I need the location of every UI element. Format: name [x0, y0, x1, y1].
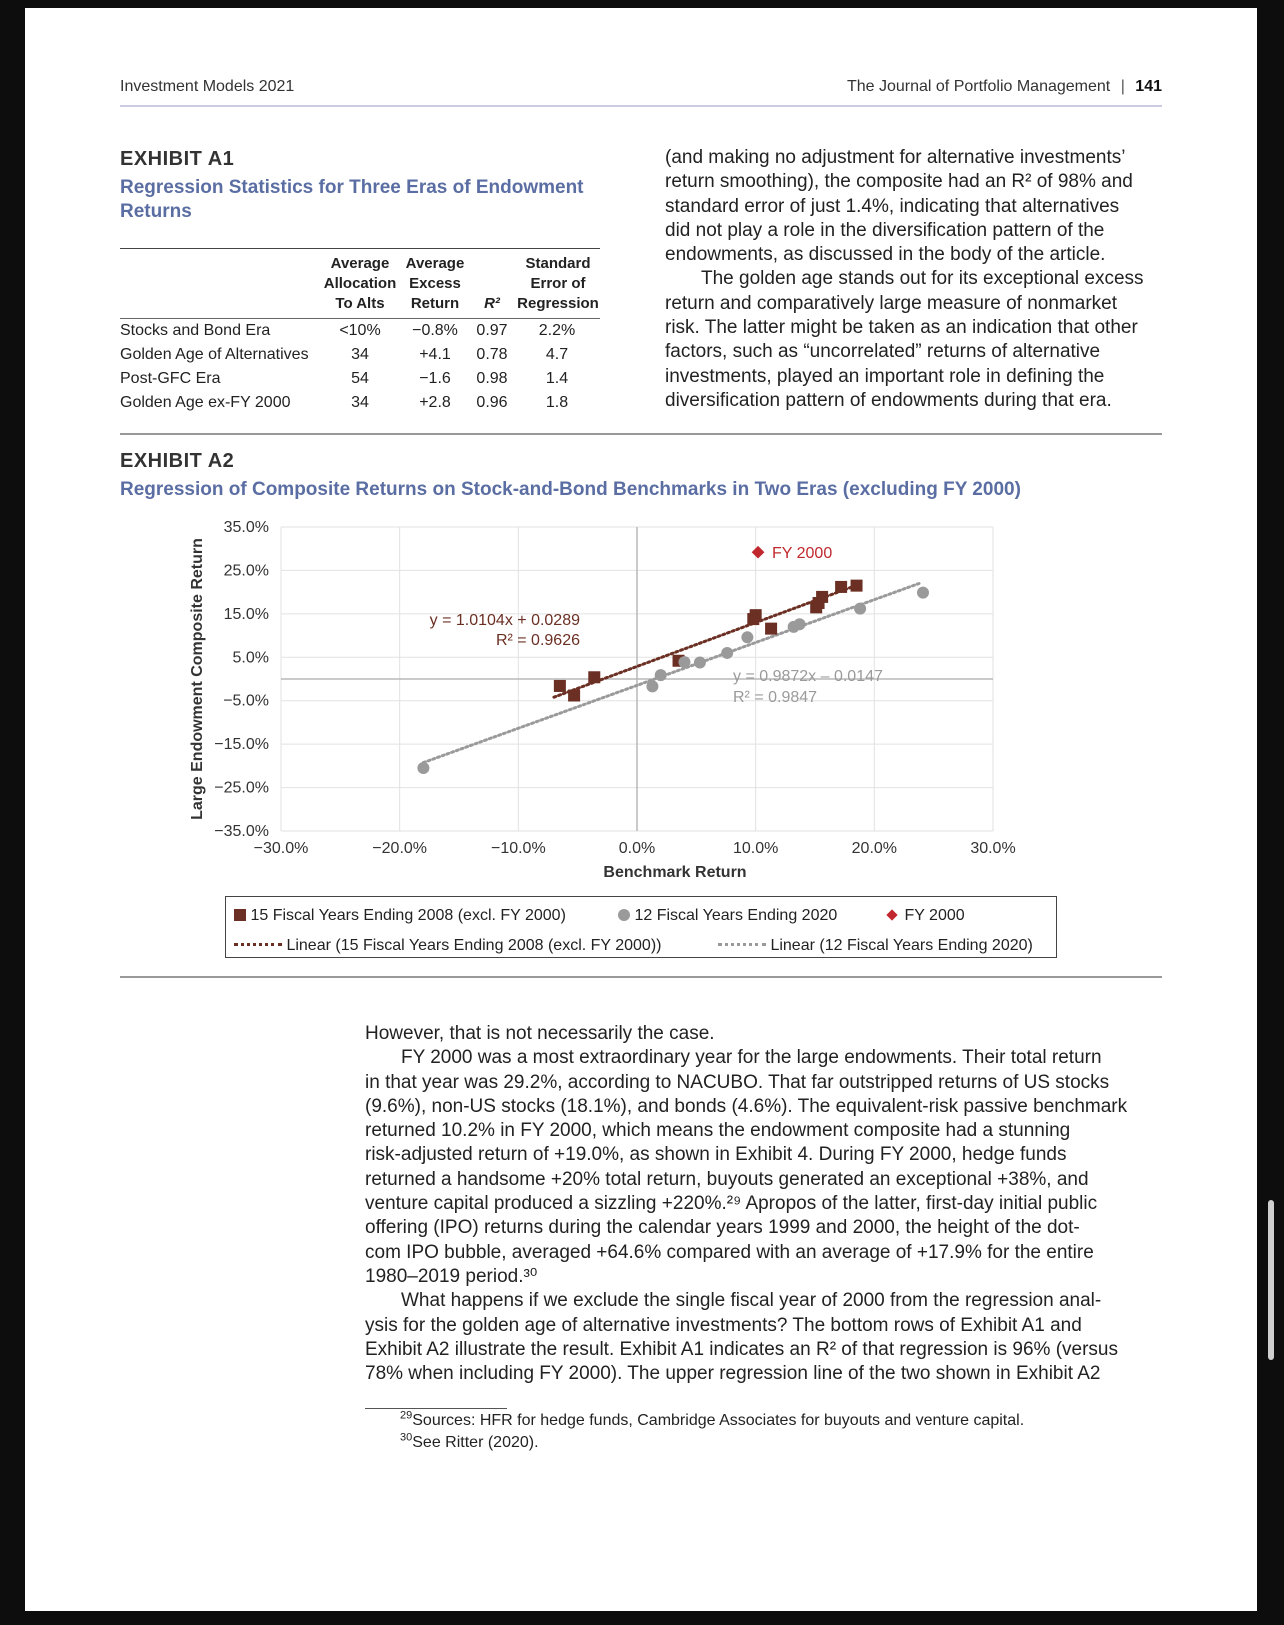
col-header-se: Standard Error of Regression: [517, 255, 599, 312]
journal-name: The Journal of Portfolio Management: [846, 78, 1111, 95]
x-tick-label: −20.0%: [372, 840, 427, 857]
table-header-rule: [120, 318, 600, 319]
table-top-rule: [120, 248, 600, 249]
header-separator: |: [1120, 78, 1125, 95]
y-tick-label: 15.0%: [224, 606, 269, 623]
x-tick-label: −30.0%: [254, 840, 309, 857]
exhibit-a1-title-line2: Returns: [120, 201, 192, 222]
body-line: FY 2000 was a most extraordinary year fo…: [401, 1047, 1102, 1069]
body-line: risk-adjusted return of +19.0%, as shown…: [365, 1144, 1067, 1166]
table-row: Golden Age ex-FY 2000 34 +2.8 0.96 1.8: [120, 394, 569, 411]
data-point-circle: [721, 646, 734, 659]
body-line: However, that is not necessarily the cas…: [365, 1023, 715, 1044]
data-point-diamond: [751, 545, 765, 559]
col-header-excess: Average Excess Return: [405, 255, 465, 312]
diamond-marker-icon: [886, 909, 898, 921]
legend-item-series3: FY 2000: [884, 907, 965, 925]
x-tick-label: −10.0%: [491, 840, 546, 857]
body-line: venture capital produced a sizzling +220…: [365, 1193, 1098, 1215]
dotted-line-icon: [718, 943, 766, 946]
section-rule: [120, 976, 1162, 978]
dotted-line-icon: [234, 943, 282, 946]
data-point-circle: [646, 680, 659, 693]
exhibit-a2-label: EXHIBIT A2: [120, 450, 235, 472]
x-tick-label: 20.0%: [852, 840, 897, 857]
chart-legend: 15 Fiscal Years Ending 2008 (excl. FY 20…: [225, 896, 1057, 958]
legend-item-trend2: Linear (12 Fiscal Years Ending 2020): [718, 937, 1033, 955]
data-point-square: [765, 622, 778, 635]
y-tick-label: −15.0%: [214, 736, 269, 753]
lower-r2-label: R² = 0.9847: [733, 689, 817, 706]
y-tick-label: 5.0%: [233, 649, 269, 666]
y-tick-label: 35.0%: [224, 519, 269, 536]
running-header-right: The Journal of Portfolio Management | 14…: [847, 78, 1162, 96]
data-point-circle: [741, 631, 754, 644]
data-point-circle: [793, 618, 806, 631]
running-header-left: Investment Models 2021: [120, 78, 295, 95]
exhibit-a1-title-line1: Regression Statistics for Three Eras of …: [120, 177, 584, 198]
exhibit-a2-title: Regression of Composite Returns on Stock…: [120, 479, 1021, 500]
section-rule: [120, 433, 1162, 435]
exhibit-a1-label: EXHIBIT A1: [120, 148, 235, 170]
body-line: returned 10.2% in FY 2000, which means t…: [365, 1120, 1071, 1142]
data-point-square: [568, 689, 581, 702]
legend-item-series1: 15 Fiscal Years Ending 2008 (excl. FY 20…: [234, 907, 566, 925]
body-line: ysis for the golden age of alternative i…: [365, 1314, 1082, 1336]
legend-item-series2: 12 Fiscal Years Ending 2020: [618, 907, 837, 925]
body-text: However, that is not necessarily the cas…: [365, 1022, 1147, 1386]
data-point-square: [850, 579, 863, 592]
square-marker-icon: [234, 909, 246, 921]
footnote-30: 30See Ritter (2020).: [400, 1431, 539, 1451]
lower-equation-label: y = 0.9872x – 0.0147: [733, 668, 883, 685]
data-point-circle: [916, 586, 929, 599]
body-line: What happens if we exclude the single fi…: [401, 1290, 1102, 1312]
table-row: Post-GFC Era 54 −1.6 0.98 1.4: [120, 370, 569, 387]
x-tick-label: 10.0%: [733, 840, 778, 857]
data-point-square: [835, 580, 848, 593]
y-tick-label: 25.0%: [224, 562, 269, 579]
data-point-square: [588, 671, 601, 684]
body-line: in that year was 29.2%, according to NAC…: [365, 1071, 1110, 1093]
circle-marker-icon: [618, 909, 630, 921]
body-line: com IPO bubble, averaged +64.6% compared…: [365, 1241, 1094, 1263]
header-rule: [120, 105, 1162, 107]
data-point-circle: [417, 762, 430, 775]
data-point-square: [553, 679, 566, 692]
x-axis-label: Benchmark Return: [603, 864, 746, 881]
data-point-circle: [854, 602, 867, 615]
body-line: (9.6%), non-US stocks (18.1%), and bonds…: [365, 1095, 1128, 1117]
journal-page: Investment Models 2021 The Journal of Po…: [25, 8, 1257, 1611]
table-row: Golden Age of Alternatives 34 +4.1 0.78 …: [120, 346, 569, 363]
data-point-circle: [654, 669, 667, 682]
right-column-text: (and making no adjustment for alternativ…: [665, 147, 1144, 411]
body-line: 1980–2019 period.³⁰: [365, 1265, 538, 1287]
data-point-circle: [693, 656, 706, 669]
x-tick-label: 0.0%: [619, 840, 655, 857]
fy2000-data-label: FY 2000: [772, 545, 832, 562]
col-header-alloc: Average Allocation To Alts: [323, 255, 397, 312]
upper-equation-label: y = 1.0104x + 0.0289: [430, 612, 580, 629]
y-axis-label: Large Endowment Composite Return: [189, 538, 206, 820]
exhibit-a2-chart: 35.0% 25.0% 15.0% 5.0% −5.0% −15.0% −25.0% −35.…: [189, 519, 1016, 881]
table-row: Stocks and Bond Era <10% −0.8% 0.97 2.2%: [120, 322, 576, 339]
x-tick-label: 30.0%: [970, 840, 1015, 857]
upper-r2-label: R² = 0.9626: [496, 632, 580, 649]
footnote-rule: [365, 1408, 507, 1409]
data-point-circle: [678, 656, 691, 669]
data-point-square: [749, 609, 762, 622]
col-header-r2: R²: [484, 295, 500, 312]
legend-item-trend1: Linear (15 Fiscal Years Ending 2008 (exc…: [234, 937, 661, 955]
data-point-square: [816, 590, 829, 603]
footnote-29: 29Sources: HFR for hedge funds, Cambridg…: [400, 1409, 1025, 1429]
y-tick-label: −25.0%: [214, 780, 269, 797]
body-line: offering (IPO) returns during the calend…: [365, 1217, 1080, 1239]
y-tick-label: −35.0%: [214, 823, 269, 840]
trendline-2: [421, 580, 924, 765]
body-line: Exhibit A2 illustrate the result. Exhibi…: [365, 1338, 1118, 1360]
scrollbar-thumb[interactable]: [1268, 1200, 1274, 1360]
y-tick-label: −5.0%: [223, 693, 269, 710]
body-line: returned a handsome +20% total return, b…: [365, 1168, 1089, 1190]
page-number: 141: [1135, 78, 1162, 95]
body-line: 78% when including FY 2000). The upper r…: [365, 1363, 1101, 1385]
